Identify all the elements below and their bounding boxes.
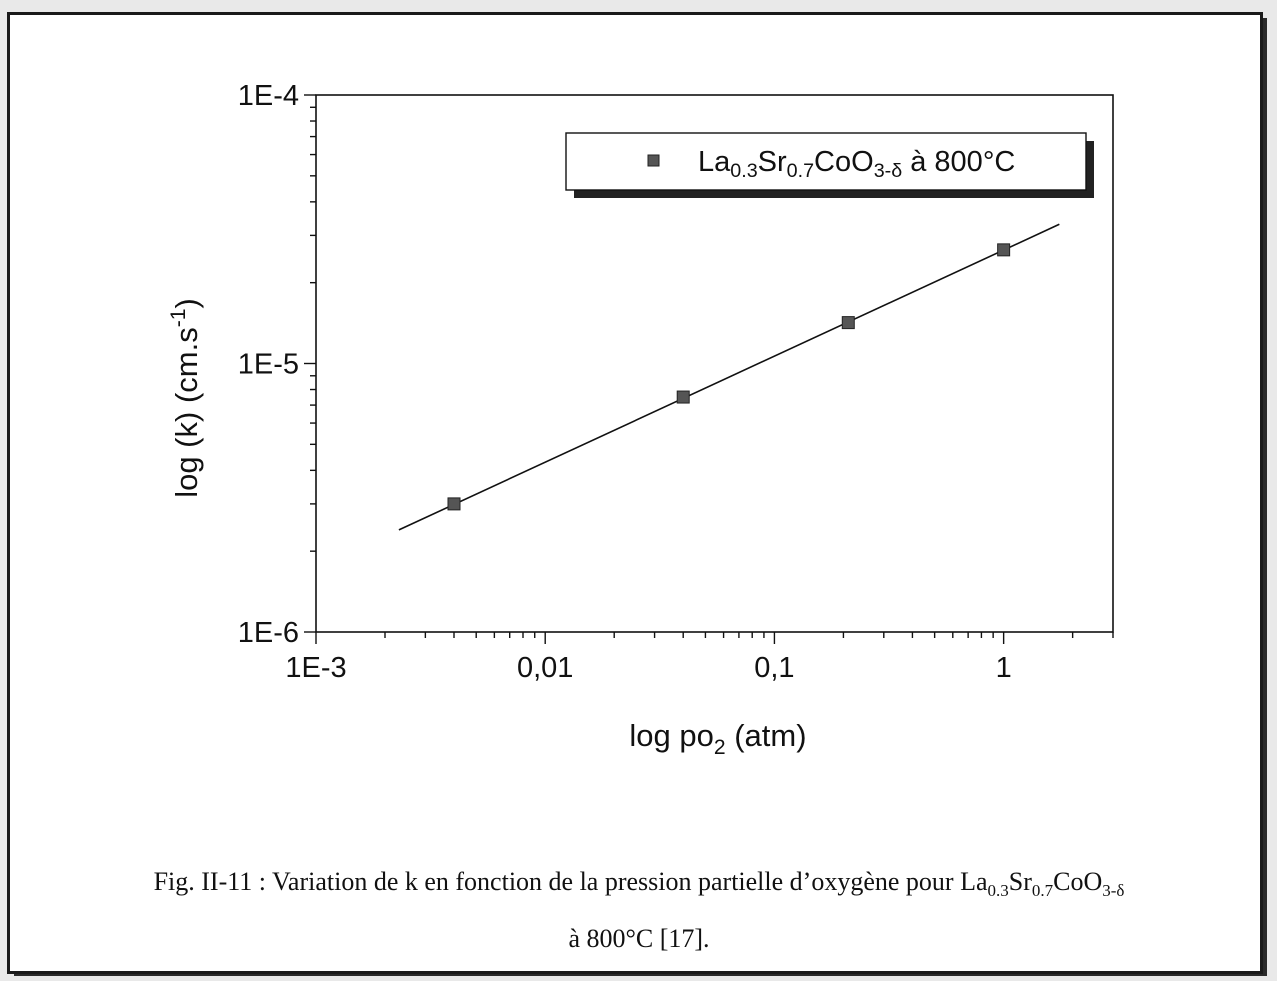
x-axis: 1E-3 0,01 0,1 1 — [285, 632, 1114, 684]
y-tick-label: 1E-4 — [238, 80, 299, 112]
frame-shadow — [1260, 18, 1267, 976]
x-tick-label: 1E-3 — [285, 652, 346, 684]
y-tick-label: 1E-5 — [238, 349, 299, 381]
y-tick-label: 1E-6 — [238, 617, 299, 649]
x-tick-label: 0,01 — [517, 652, 573, 684]
y-axis: 1E-6 1E-5 1E-4 — [238, 80, 316, 649]
x-tick-label: 1 — [996, 652, 1012, 684]
figure-caption: Fig. II-11 : Variation de k en fonction … — [14, 858, 1264, 963]
fit-line — [398, 223, 1060, 531]
x-axis-label: log po2 (atm) — [629, 718, 806, 759]
y-axis-label: log (k) (cm.s-1) — [167, 298, 204, 498]
x-tick-label: 0,1 — [754, 652, 794, 684]
data-point — [997, 243, 1011, 257]
data-point — [676, 390, 690, 404]
legend-label: La0.3Sr0.7CoO3-δ à 800°C — [698, 146, 1015, 182]
data-point — [447, 497, 461, 511]
data-point — [841, 316, 855, 330]
legend-marker — [647, 154, 660, 167]
legend: La0.3Sr0.7CoO3-δ à 800°C — [565, 132, 1094, 198]
data-points — [447, 243, 1011, 511]
caption-line-2: à 800°C [17]. — [568, 924, 710, 954]
caption-line-1: Fig. II-11 : Variation de k en fonction … — [153, 867, 1125, 901]
fit-line-group — [398, 223, 1060, 531]
